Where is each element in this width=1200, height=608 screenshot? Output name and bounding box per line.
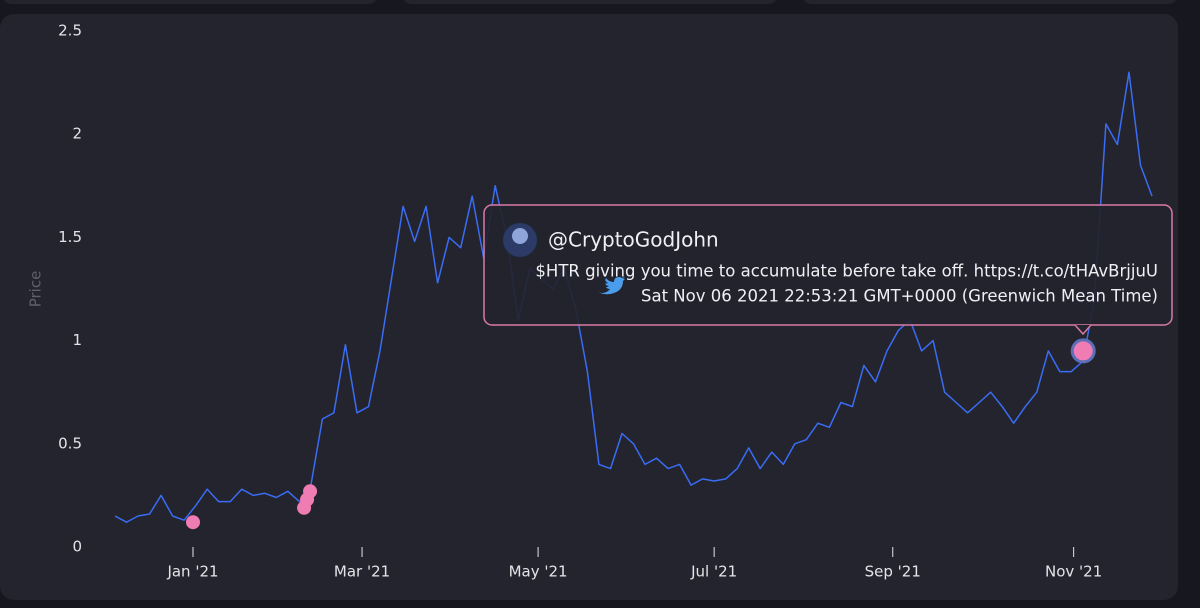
x-tick-label: Sep '21: [865, 563, 921, 581]
tweet-marker: [186, 515, 201, 530]
tweet-marker: [1070, 338, 1096, 364]
y-axis-label: Price: [27, 271, 45, 308]
tooltip-pointer: [1074, 324, 1092, 336]
avatar: [512, 228, 528, 244]
x-tick-label: Jan '21: [166, 563, 218, 581]
y-tick-label: 1.5: [58, 228, 82, 246]
twitter-icon: [598, 277, 625, 295]
price-line: [114, 71, 1153, 523]
y-tick-label: 2: [72, 125, 82, 143]
plot: 0 0.5 1 1.5 2 2.5 Jan '21 Mar '21 May '21 Jul '21…: [58, 22, 1153, 581]
y-tick-label: 0.5: [58, 434, 82, 452]
x-tick-label: May '21: [509, 563, 568, 581]
x-tick-label: Nov '21: [1045, 563, 1102, 581]
tooltip-box: [483, 204, 1173, 326]
tweet-date: Sat Nov 06 2021 22:53:21 GMT+0000 (Green…: [641, 287, 1158, 306]
tweet-marker: [303, 484, 318, 499]
x-tick-label: Mar '21: [334, 563, 390, 581]
tweet-user: @CryptoGodJohn: [548, 228, 719, 252]
y-tick-label: 0: [72, 538, 82, 556]
y-tick-label: 2.5: [58, 22, 82, 40]
card: [804, 0, 1176, 4]
card: [4, 0, 376, 4]
y-tick-label: 1: [72, 331, 82, 349]
tweet-text: $HTR giving you time to accumulate befor…: [535, 262, 1158, 281]
tooltip: @CryptoGodJohn $HTR giving you time to a…: [483, 204, 1173, 336]
x-tick-label: Jul '21: [690, 563, 737, 581]
card: [404, 0, 776, 4]
